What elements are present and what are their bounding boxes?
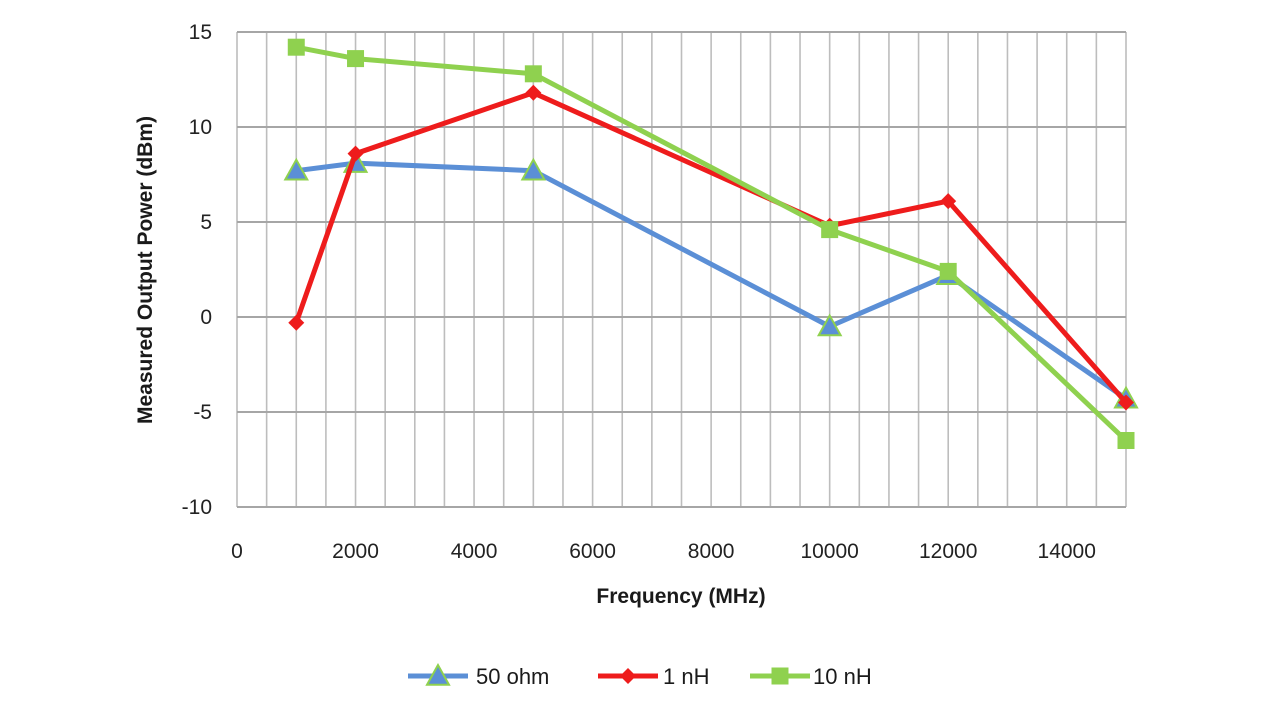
x-axis-title: Frequency (MHz)	[596, 585, 765, 608]
x-tick-label: 2000	[332, 540, 379, 563]
x-tick-label: 12000	[919, 540, 977, 563]
data-point-triangle	[283, 157, 309, 181]
x-tick-label: 14000	[1038, 540, 1096, 563]
legend-label: 1 nH	[663, 664, 709, 689]
y-tick-label: -5	[193, 401, 212, 424]
legend-label: 10 nH	[813, 664, 872, 689]
series-line	[293, 90, 1129, 405]
legend-swatch-marker	[620, 668, 636, 684]
series-10-nh	[287, 38, 1135, 449]
y-tick-label: -10	[182, 496, 212, 519]
data-point-diamond	[347, 145, 364, 162]
legend-item: 1 nH	[598, 664, 709, 689]
y-axis-title: Measured Output Power (dBm)	[134, 116, 157, 424]
legend-swatch-marker	[425, 662, 451, 686]
data-point-diamond	[1118, 394, 1134, 411]
x-tick-label: 10000	[800, 540, 858, 563]
legend-label: 50 ohm	[476, 664, 549, 689]
data-point-square	[524, 65, 542, 83]
data-point-square	[287, 38, 305, 56]
x-tick-label: 4000	[451, 540, 498, 563]
y-tick-label: 15	[189, 21, 212, 44]
x-tick-label: 6000	[569, 540, 616, 563]
data-point-triangle	[816, 313, 843, 337]
x-axis-ticks: 0 2000 4000 6000 8000 10000 12000 14000	[231, 540, 1096, 563]
series-line	[293, 160, 1129, 402]
data-point-triangle	[520, 157, 547, 181]
legend: 50 ohm 1 nH 10 nH	[408, 662, 872, 689]
y-tick-label: 0	[200, 306, 212, 329]
data-point-square	[347, 50, 365, 68]
legend-swatch-marker	[771, 667, 789, 685]
legend-item: 10 nH	[750, 664, 872, 689]
data-point-square	[1117, 432, 1135, 449]
y-tick-label: 10	[189, 116, 212, 139]
legend-item: 50 ohm	[408, 662, 549, 689]
series-layer	[283, 38, 1139, 449]
x-tick-label: 8000	[688, 540, 735, 563]
data-point-diamond	[288, 314, 305, 331]
grid	[236, 31, 1127, 508]
data-point-diamond	[940, 193, 957, 210]
data-point-diamond	[525, 84, 542, 101]
data-point-square	[939, 262, 957, 280]
y-axis-ticks: -10 -5 0 5 10 15	[182, 21, 212, 519]
series-line	[293, 44, 1129, 443]
y-tick-label: 5	[200, 211, 212, 234]
x-tick-label: 0	[231, 540, 243, 563]
data-point-square	[821, 221, 839, 239]
